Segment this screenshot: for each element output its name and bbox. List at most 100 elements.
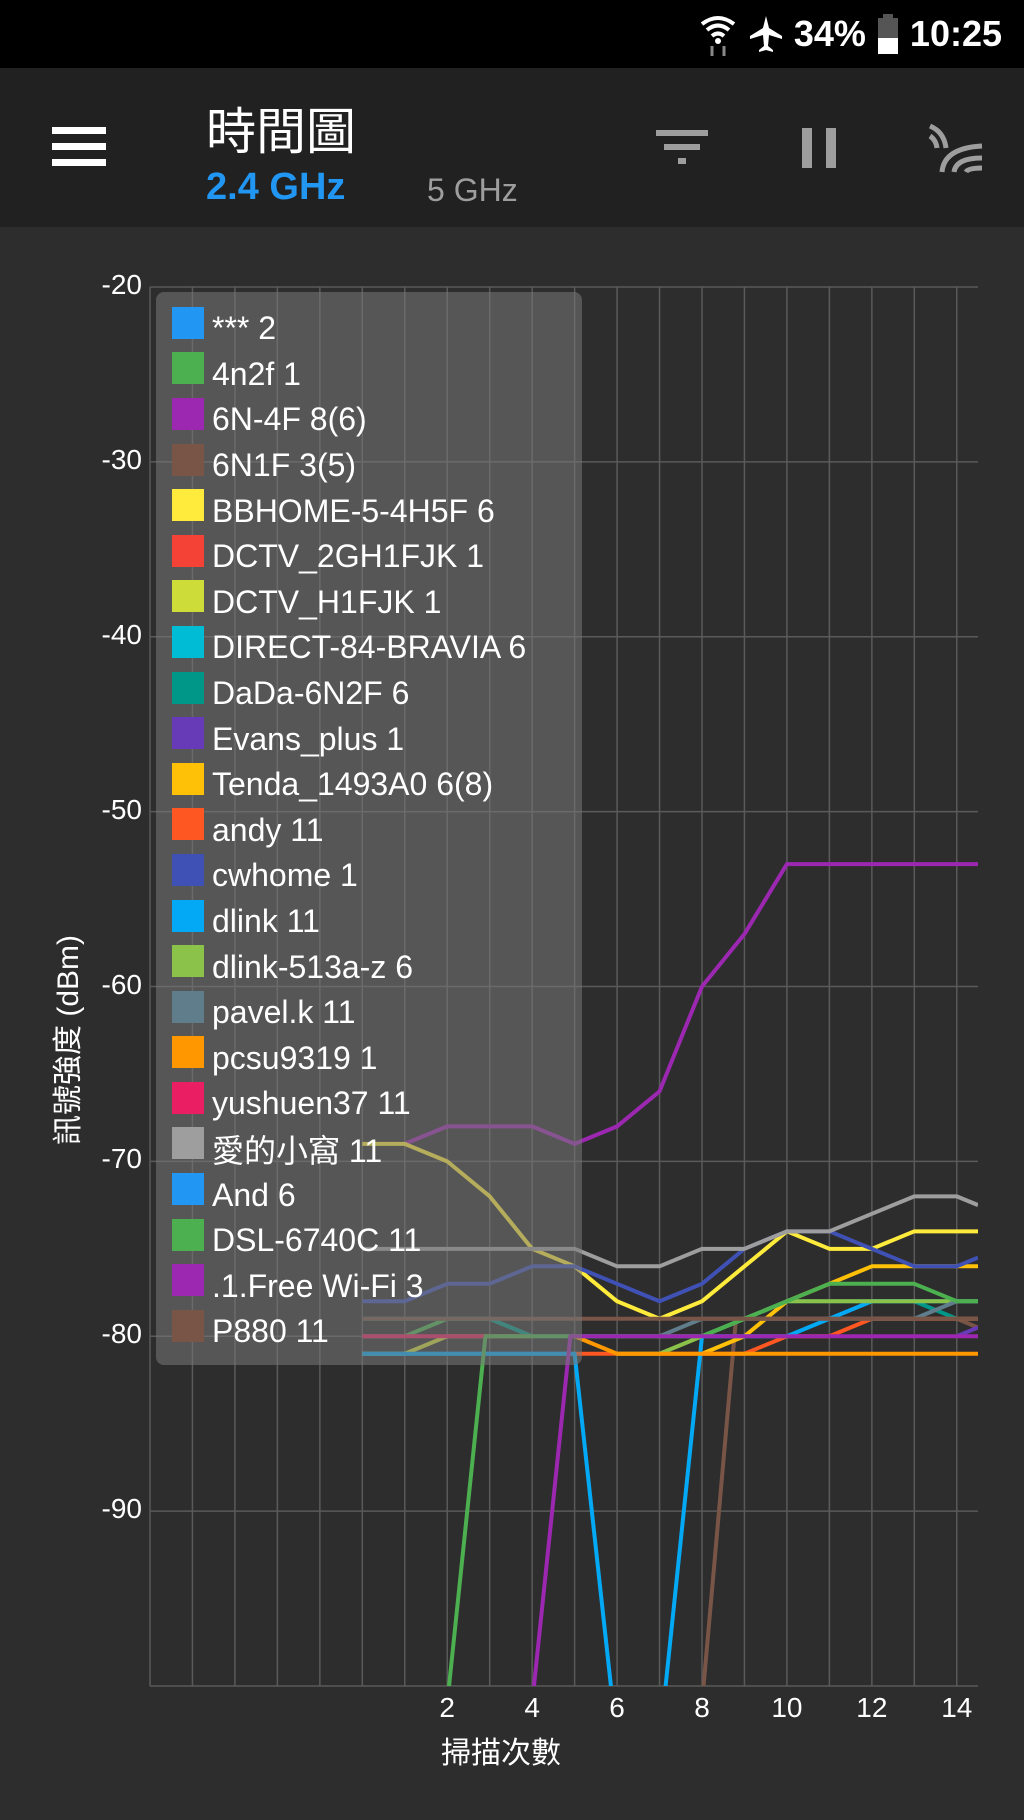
legend-item: DCTV_H1FJK 1 — [172, 580, 582, 626]
status-bar: 34% 10:25 — [0, 0, 1024, 68]
legend-item: andy 11 — [172, 808, 582, 854]
menu-icon[interactable] — [52, 127, 106, 167]
legend-label: cwhome 1 — [212, 857, 358, 894]
legend-swatch — [172, 580, 204, 613]
legend-label: Tenda_1493A0 6(8) — [212, 766, 494, 803]
y-tick-label: -20 — [101, 269, 142, 300]
x-tick-label: 2 — [439, 1692, 455, 1723]
legend-item: cwhome 1 — [172, 853, 582, 899]
legend-swatch — [172, 306, 204, 339]
x-tick-label: 4 — [524, 1692, 540, 1723]
legend-label: 愛的小窩 11 — [212, 1133, 383, 1170]
legend-label: DIRECT-84-BRAVIA 6 — [212, 629, 527, 666]
chart-legend: *** 2 4n2f 1 6N-4F 8(6) 6N1F 3(5) BBHOME-5-4… — [156, 292, 582, 1365]
legend-label: DaDa-6N2F 6 — [212, 675, 410, 712]
legend-label: Evans_plus 1 — [212, 720, 405, 757]
y-tick-label: -80 — [101, 1318, 142, 1350]
legend-label: 6N-4F 8(6) — [212, 401, 367, 438]
legend-swatch — [172, 945, 204, 978]
legend-swatch — [172, 899, 204, 932]
legend-item: And 6 — [172, 1172, 582, 1218]
y-tick-label: -40 — [101, 618, 142, 650]
pause-icon[interactable] — [790, 120, 850, 180]
legend-label: DCTV_2GH1FJK 1 — [212, 538, 485, 575]
legend-label: pcsu9319 1 — [212, 1039, 378, 1076]
legend-swatch — [172, 1173, 204, 1206]
legend-swatch — [172, 808, 204, 841]
y-axis-title: 訊號強度 (dBm) — [52, 935, 85, 1145]
legend-item: BBHOME-5-4H5F 6 — [172, 488, 582, 534]
legend-item: dlink 11 — [172, 899, 582, 945]
legend-item: 愛的小窩 11 — [172, 1127, 582, 1173]
legend-swatch — [172, 671, 204, 704]
legend-label: 6N1F 3(5) — [212, 447, 357, 484]
legend-swatch — [172, 990, 204, 1023]
legend-label: dlink-513a-z 6 — [212, 948, 413, 985]
y-tick-label: -70 — [101, 1143, 142, 1175]
legend-item: pavel.k 11 — [172, 990, 582, 1036]
clock: 10:25 — [909, 13, 1002, 54]
filter-icon[interactable] — [652, 120, 712, 180]
app-bar — [0, 68, 1024, 227]
legend-swatch — [172, 1218, 204, 1251]
tab-5ghz[interactable]: 5 GHz — [427, 172, 518, 208]
legend-label: DCTV_H1FJK 1 — [212, 583, 442, 620]
legend-swatch — [172, 1081, 204, 1114]
x-axis-title: 掃描次數 — [441, 1737, 561, 1770]
legend-label: DSL-6740C 11 — [212, 1222, 422, 1259]
legend-swatch — [172, 534, 204, 567]
scan-icon[interactable] — [926, 120, 986, 180]
legend-item: P880 11 — [172, 1309, 582, 1355]
legend-label: dlink 11 — [212, 903, 320, 940]
legend-item: DCTV_2GH1FJK 1 — [172, 534, 582, 580]
legend-item: dlink-513a-z 6 — [172, 944, 582, 990]
legend-item: .1.Free Wi-Fi 3 — [172, 1263, 582, 1309]
legend-item: 6N-4F 8(6) — [172, 397, 582, 443]
legend-item: DaDa-6N2F 6 — [172, 671, 582, 717]
legend-swatch — [172, 853, 204, 886]
legend-item: Evans_plus 1 — [172, 716, 582, 762]
legend-swatch — [172, 489, 204, 522]
x-tick-label: 12 — [856, 1692, 888, 1723]
legend-label: .1.Free Wi-Fi 3 — [212, 1267, 424, 1304]
x-tick-label: 10 — [771, 1692, 803, 1723]
y-tick-label: -90 — [101, 1493, 142, 1525]
legend-item: DSL-6740C 11 — [172, 1218, 582, 1264]
legend-item: 4n2f 1 — [172, 352, 582, 398]
legend-label: *** 2 — [212, 310, 277, 347]
x-tick-label: 6 — [609, 1692, 625, 1723]
legend-swatch — [172, 1127, 204, 1160]
legend-label: 4n2f 1 — [212, 355, 301, 392]
page-title: 時間圖 — [206, 104, 356, 160]
legend-item: DIRECT-84-BRAVIA 6 — [172, 625, 582, 671]
wifi-icon — [700, 16, 736, 56]
legend-swatch — [172, 1309, 204, 1342]
legend-item: *** 2 — [172, 306, 582, 352]
battery-percent: 34% — [793, 13, 866, 54]
legend-swatch — [172, 352, 204, 385]
legend-label: BBHOME-5-4H5F 6 — [212, 492, 495, 529]
legend-item: Tenda_1493A0 6(8) — [172, 762, 582, 808]
legend-label: pavel.k 11 — [212, 994, 356, 1031]
legend-label: P880 11 — [212, 1313, 329, 1350]
x-tick-label: 8 — [694, 1692, 710, 1723]
legend-swatch — [172, 717, 204, 750]
legend-label: And 6 — [212, 1176, 296, 1213]
legend-item: 6N1F 3(5) — [172, 443, 582, 489]
legend-swatch — [172, 397, 204, 430]
legend-item: pcsu9319 1 — [172, 1036, 582, 1082]
tab-2-4ghz[interactable]: 2.4 GHz — [206, 166, 346, 208]
airplane-icon — [749, 16, 782, 52]
legend-label: yushuen37 11 — [212, 1085, 411, 1122]
legend-swatch — [172, 1264, 204, 1297]
y-tick-label: -30 — [101, 443, 142, 475]
legend-swatch — [172, 625, 204, 658]
series-line-16 — [573, 1334, 978, 1356]
legend-label: andy 11 — [212, 811, 324, 848]
series-line-14 — [617, 1299, 978, 1356]
legend-swatch — [172, 443, 204, 476]
y-tick-label: -50 — [101, 793, 142, 825]
y-tick-label: -60 — [101, 968, 142, 1000]
battery-icon — [877, 14, 898, 54]
legend-item: yushuen37 11 — [172, 1081, 582, 1127]
